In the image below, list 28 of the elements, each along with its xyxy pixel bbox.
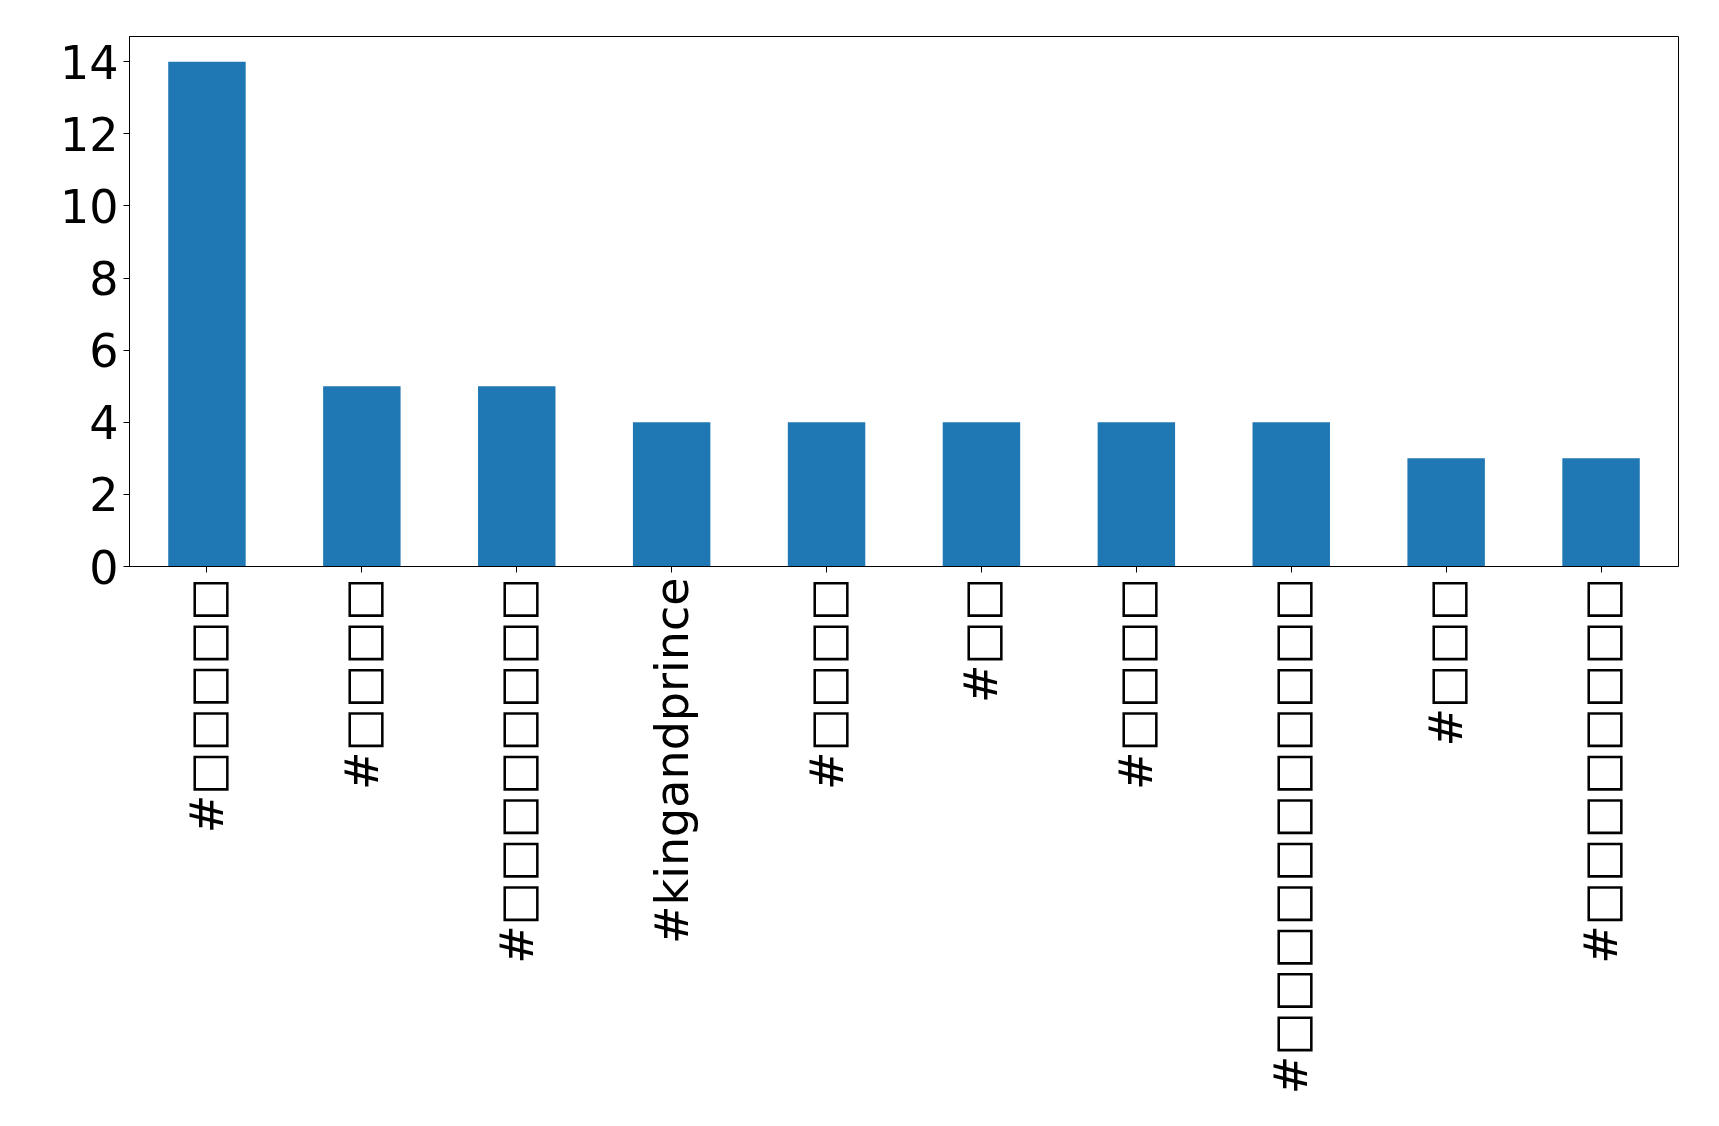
y-tick-label: 2 <box>89 468 119 523</box>
x-tick-label: #□□□□□□□□ <box>489 577 544 964</box>
bar <box>1097 422 1176 567</box>
x-tick-label: #kingandprince <box>644 577 699 944</box>
y-tick-label: 4 <box>89 396 119 451</box>
y-tick-label: 6 <box>89 324 119 379</box>
x-tick-label: #□□□□ <box>799 577 854 790</box>
y-tick-label: 14 <box>59 35 119 90</box>
x-tick-label: #□□□ <box>1419 577 1474 747</box>
y-tick-label: 12 <box>59 107 119 162</box>
bar <box>1407 458 1485 567</box>
y-tick-label: 10 <box>59 179 119 234</box>
x-tick-label: #□□ <box>954 577 1009 703</box>
x-tick-label: #□□□□□□□□ <box>1574 577 1629 964</box>
x-tick-label: #□□□□□□□□□□□ <box>1264 577 1319 1095</box>
bar <box>1252 422 1330 567</box>
bar <box>632 422 711 567</box>
bar <box>942 422 1021 567</box>
x-tick-label: #□□□□ <box>334 577 389 790</box>
x-tick-label: #□□□□□ <box>179 577 234 834</box>
bar <box>478 386 556 567</box>
bar <box>1562 458 1640 567</box>
bar <box>323 386 401 567</box>
y-tick-label: 0 <box>89 540 119 595</box>
x-tick-label: #□□□□ <box>1109 577 1164 790</box>
bar <box>787 422 866 567</box>
y-tick-label: 8 <box>89 252 119 307</box>
bar <box>168 61 246 567</box>
